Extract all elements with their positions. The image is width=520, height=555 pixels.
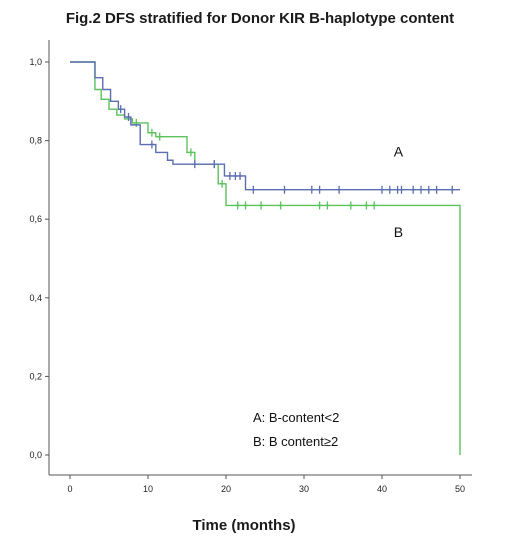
axes: 0,0 0,2 0,4 0,6 0,8 1,0 0 10 20 30 40 50 — [29, 40, 472, 494]
series-a-censor-mark — [434, 185, 440, 194]
series-b-censor-mark — [219, 179, 225, 188]
curve-label-a: A — [394, 143, 404, 159]
y-tick-label: 0,6 — [29, 214, 42, 224]
x-tick-label: 30 — [299, 484, 309, 494]
series-a-censor-mark — [192, 160, 198, 169]
series-b-censor-mark — [371, 201, 377, 210]
series-a-line — [70, 61, 460, 191]
series-a-censor-mark — [282, 185, 287, 194]
x-tick-label: 50 — [455, 484, 465, 494]
series-a-censor-mark — [336, 185, 342, 194]
series-b-censor-mark — [348, 201, 354, 210]
series-b-censor-mark — [188, 148, 194, 157]
y-tick-label: 0,4 — [29, 293, 42, 303]
series-a-censor-mark — [237, 171, 243, 180]
series-layer — [70, 61, 461, 455]
series-a-censor-mark — [149, 140, 155, 149]
x-tick-label: 0 — [67, 484, 72, 494]
series-a-censor-mark — [118, 105, 124, 114]
series-b-line — [70, 61, 461, 455]
series-b-censor-mark — [258, 201, 264, 210]
y-tick-label: 0,0 — [29, 450, 42, 460]
y-tick-label: 0,2 — [29, 371, 42, 381]
labels-layer: A B A: B-content<2 B: B content≥2 — [253, 143, 404, 449]
series-a-censor-mark — [317, 185, 323, 194]
series-a-censor-mark — [449, 185, 455, 194]
chart-title: Fig.2 DFS stratified for Donor KIR B-hap… — [65, 10, 455, 27]
series-b-censor-mark — [157, 132, 163, 141]
series-b-censor-mark — [243, 201, 248, 210]
x-tick-label: 40 — [377, 484, 387, 494]
y-tick-label: 1,0 — [29, 57, 42, 67]
series-a-censor-mark — [387, 185, 393, 194]
x-axis-label: Time (months) — [192, 517, 296, 534]
series-a-censor-mark — [227, 171, 233, 180]
series-a-censor-mark — [211, 160, 217, 169]
series-a-censor-mark — [379, 185, 385, 194]
series-a-censor-mark — [250, 185, 256, 194]
series-a-censor-mark — [426, 185, 432, 194]
series-a-censor-mark — [418, 185, 424, 194]
series-a-censor-mark — [126, 113, 131, 122]
series-b-censor-mark — [317, 201, 323, 210]
series-b-censor-mark — [278, 201, 284, 210]
series-b-censor-mark — [133, 118, 139, 127]
x-tick-label: 20 — [221, 484, 231, 494]
legend-entry: B: B content≥2 — [253, 434, 338, 449]
series-b-censor-mark — [149, 128, 155, 137]
y-tick-label: 0,8 — [29, 136, 42, 146]
series-b-censor-mark — [235, 201, 241, 210]
curve-label-b: B — [394, 224, 403, 240]
series-a-censor-mark — [309, 185, 315, 194]
series-a-censor-mark — [410, 185, 416, 194]
series-a-censor-mark — [399, 185, 404, 194]
series-b-censor-mark — [363, 201, 369, 210]
x-tick-label: 10 — [143, 484, 153, 494]
legend-entry: A: B-content<2 — [253, 410, 339, 425]
series-a-censor-mark — [232, 171, 238, 180]
series-b-censor-mark — [324, 201, 330, 210]
